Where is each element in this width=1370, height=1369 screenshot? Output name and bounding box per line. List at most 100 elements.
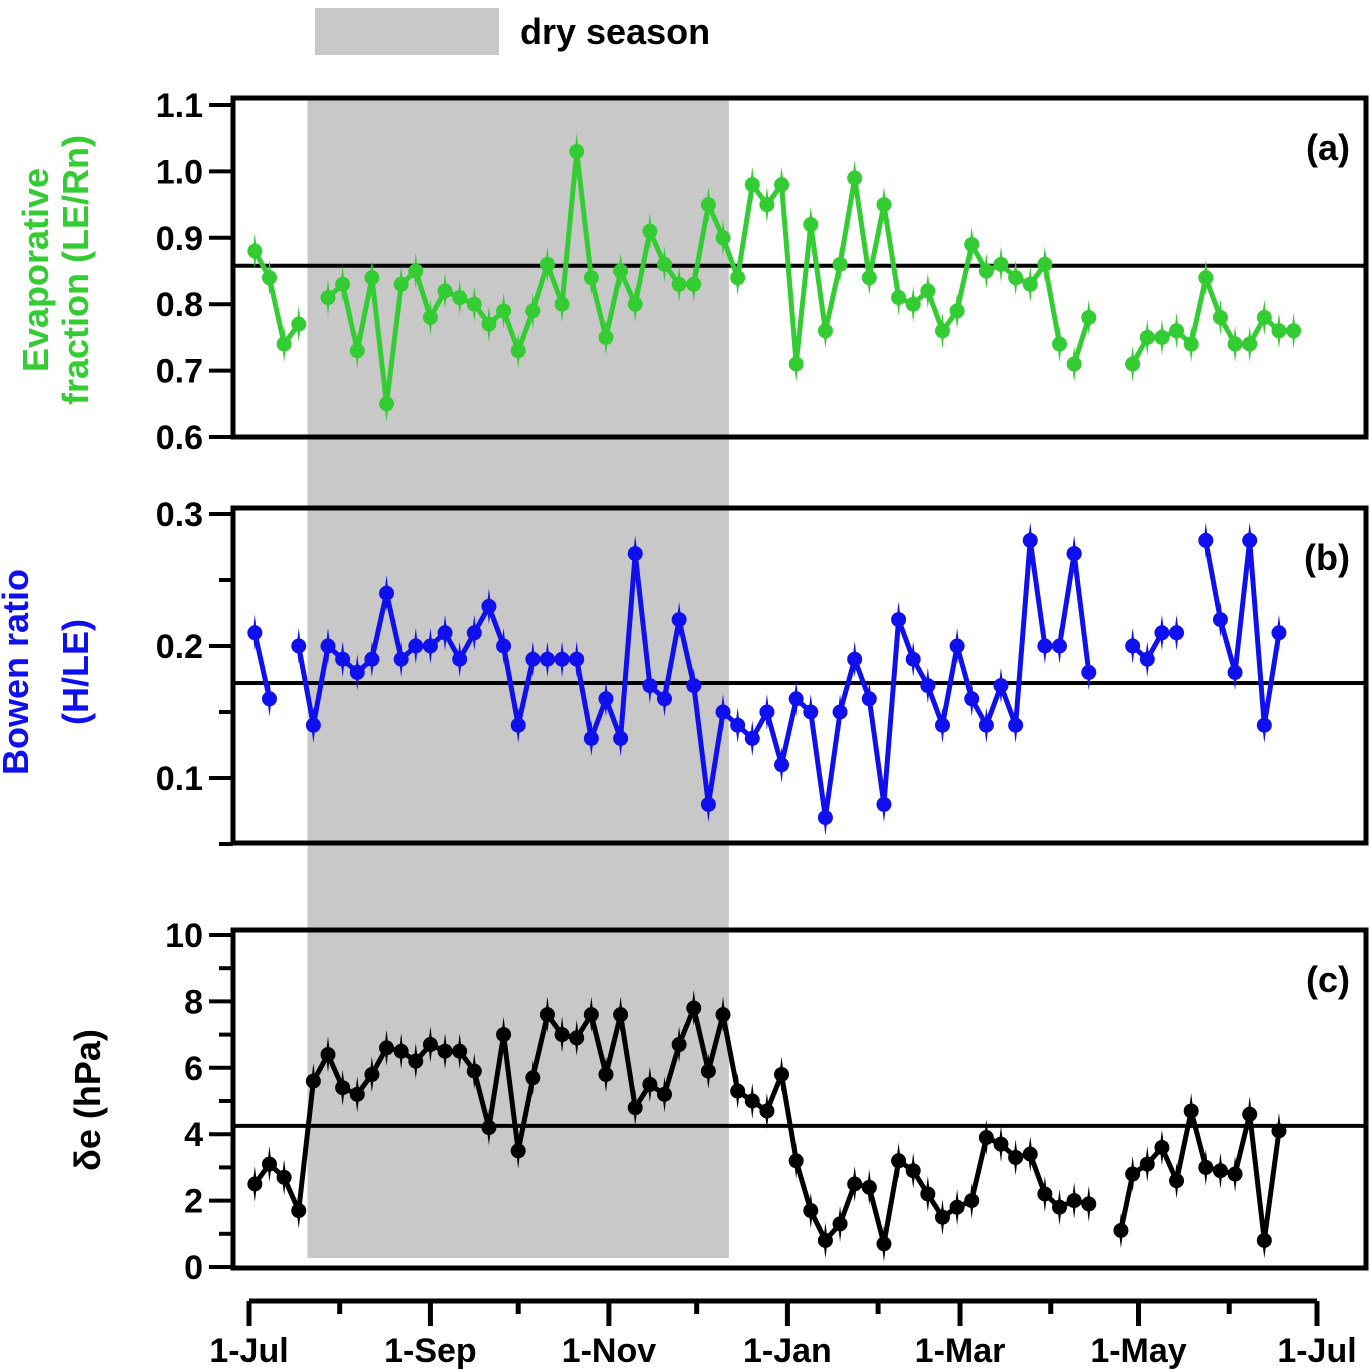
data-point-spike <box>355 1076 360 1113</box>
data-point-spike <box>1174 614 1179 651</box>
data-point-spike <box>369 259 375 296</box>
data-point-spike <box>589 996 594 1033</box>
data-point-spike <box>1130 1156 1135 1193</box>
data-point-spike <box>808 206 813 243</box>
data-point-spike <box>647 667 653 704</box>
data-point-spike <box>413 1043 418 1080</box>
data-point-spike <box>735 259 740 296</box>
data-point-spike <box>457 1033 462 1070</box>
data-point-spike <box>1232 654 1238 691</box>
data-point-spike <box>340 266 345 303</box>
series-line <box>252 632 272 700</box>
data-point-spike <box>618 996 623 1033</box>
data-point-spike <box>1028 1136 1033 1173</box>
data-point-spike <box>384 1029 389 1066</box>
data-point-spike <box>676 1026 682 1063</box>
data-point-spike <box>1262 299 1267 336</box>
data-point-spike <box>998 667 1004 704</box>
data-point-spike <box>1013 1139 1018 1176</box>
data-point-spike <box>1291 312 1296 349</box>
data-point-spike <box>457 279 462 316</box>
data-point-spike <box>1130 345 1135 382</box>
data-point-spike <box>559 641 565 678</box>
data-point-spike <box>281 326 287 363</box>
y-axis-label: Evaporative <box>15 168 56 372</box>
y-tick-label: 0.3 <box>156 496 203 534</box>
data-point-spike <box>1218 1152 1223 1189</box>
data-point-spike <box>457 641 462 678</box>
data-point-spike <box>398 641 404 678</box>
panel-b: 0.1 0.2 0.3 Bowen ratio (H/LE) (b) <box>0 496 1369 846</box>
data-point-spike <box>1262 1222 1267 1259</box>
data-point-spike <box>1247 1096 1252 1133</box>
y-tick-label: 10 <box>165 917 203 955</box>
data-point-spike <box>881 1225 887 1262</box>
y-axis-label: δe (hPa) <box>67 1029 108 1171</box>
data-point-spike <box>633 535 638 572</box>
data-point-spike <box>1159 614 1165 651</box>
data-point-spike <box>954 292 960 329</box>
data-point-spike <box>793 680 799 717</box>
data-point-spike <box>1218 299 1223 336</box>
data-point-spike <box>911 286 916 323</box>
data-point-spike <box>1042 628 1048 664</box>
y-tick-label: 0.7 <box>156 353 203 391</box>
series-line <box>1071 553 1092 673</box>
data-point-spike <box>442 614 448 651</box>
y-axis-label: (H/LE) <box>55 619 96 725</box>
data-point-spike <box>603 319 609 356</box>
data-point-spike <box>1247 522 1252 559</box>
data-point-spike <box>574 133 579 170</box>
data-point-spike <box>867 259 872 296</box>
data-point-spike <box>676 266 682 303</box>
data-point-spike <box>750 1083 755 1119</box>
data-point-spike <box>1174 1162 1179 1199</box>
data-point-spike <box>720 996 726 1033</box>
data-point-spike <box>984 253 989 289</box>
data-point-spike <box>296 628 301 664</box>
data-point-spike <box>1028 266 1033 303</box>
data-point-spike <box>515 332 521 369</box>
series-line <box>252 249 301 347</box>
data-point-spike <box>1203 259 1209 296</box>
data-point-spike <box>852 160 857 197</box>
data-point-spike <box>779 746 784 783</box>
data-point-spike <box>574 641 579 678</box>
data-point-spike <box>662 680 667 717</box>
x-axis: 1-Jul 1-Sep 1-Nov 1-Jan 1-Mar 1-May 1-Jul <box>209 1298 1357 1369</box>
data-point-spike <box>1218 601 1223 638</box>
data-point-spike <box>837 694 843 730</box>
y-axis-label: Bowen ratio <box>0 569 36 775</box>
data-point-spike <box>1145 641 1150 678</box>
data-point-spike <box>1247 326 1252 363</box>
data-point-spike <box>515 707 521 744</box>
data-point-spike <box>852 1166 857 1202</box>
data-point-spike <box>764 186 770 223</box>
data-point-spike <box>530 641 536 678</box>
data-point-spike <box>398 266 404 303</box>
data-point-spike <box>633 286 638 323</box>
data-point-spike <box>691 667 696 704</box>
data-point-spike <box>398 1033 404 1070</box>
panel-label: (a) <box>1306 127 1350 168</box>
data-point-spike <box>472 286 477 323</box>
data-point-spike <box>472 1053 477 1090</box>
data-point-spike <box>384 575 389 612</box>
panel-label: (b) <box>1304 537 1350 578</box>
data-point-spike <box>823 1222 828 1259</box>
data-point-spike <box>442 272 448 309</box>
data-point-spike <box>925 1175 931 1212</box>
data-point-spike <box>647 213 653 250</box>
data-point-spike <box>1203 522 1209 559</box>
data-point-spike <box>1174 312 1179 349</box>
data-point-spike <box>837 246 843 283</box>
data-point-spike <box>252 1166 258 1202</box>
data-point-spike <box>325 1036 331 1073</box>
data-point-spike <box>340 641 345 678</box>
data-point-spike <box>472 614 477 651</box>
data-point-spike <box>1028 522 1033 559</box>
data-point-spike <box>1042 246 1048 283</box>
data-point-spike <box>911 1152 916 1189</box>
data-point-spike <box>574 1019 579 1056</box>
data-point-spike <box>911 641 916 678</box>
